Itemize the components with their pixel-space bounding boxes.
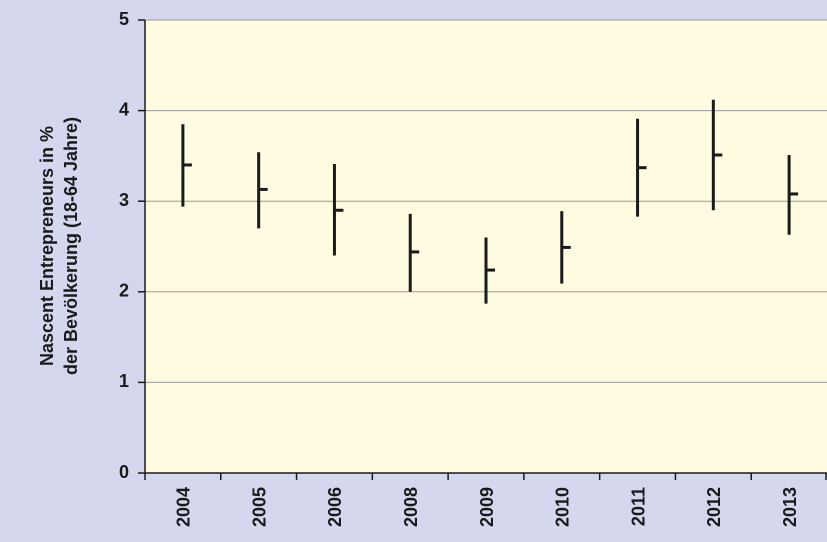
x-tick-label-group: 2006 <box>325 487 345 527</box>
x-tick-label-group: 2004 <box>174 487 194 527</box>
x-tick-label-group: 2008 <box>401 487 421 527</box>
x-tick-label: 2005 <box>249 487 269 527</box>
x-tick-label: 2012 <box>704 487 724 527</box>
x-tick-label-group: 2013 <box>780 487 800 527</box>
y-tick-label: 5 <box>119 9 129 29</box>
y-axis-title-line: der Bevölkerung (18-64 Jahre) <box>61 117 81 375</box>
x-tick-label: 2009 <box>477 487 497 527</box>
x-tick-label: 2006 <box>325 487 345 527</box>
y-tick-label: 3 <box>119 190 129 210</box>
x-tick-label-group: 2005 <box>249 487 269 527</box>
x-tick-label: 2004 <box>174 487 194 527</box>
y-axis-title-line: Nascent Entrepreneurs in % <box>37 126 57 366</box>
y-tick-label: 4 <box>119 99 129 119</box>
x-tick-label-group: 2009 <box>477 487 497 527</box>
y-axis-title: Nascent Entrepreneurs in % der Bevölkeru… <box>37 117 81 375</box>
x-tick-label: 2008 <box>401 487 421 527</box>
x-tick-label: 2010 <box>553 487 573 527</box>
x-tick-label-group: 2010 <box>553 487 573 527</box>
y-tick-label: 0 <box>119 462 129 482</box>
y-tick-label: 2 <box>119 281 129 301</box>
x-tick-label: 2013 <box>780 487 800 527</box>
x-tick-label-group: 2011 <box>628 487 648 526</box>
y-tick-label: 1 <box>119 371 129 391</box>
x-tick-label: 2011 <box>628 487 648 526</box>
x-tick-label-group: 2012 <box>704 487 724 527</box>
